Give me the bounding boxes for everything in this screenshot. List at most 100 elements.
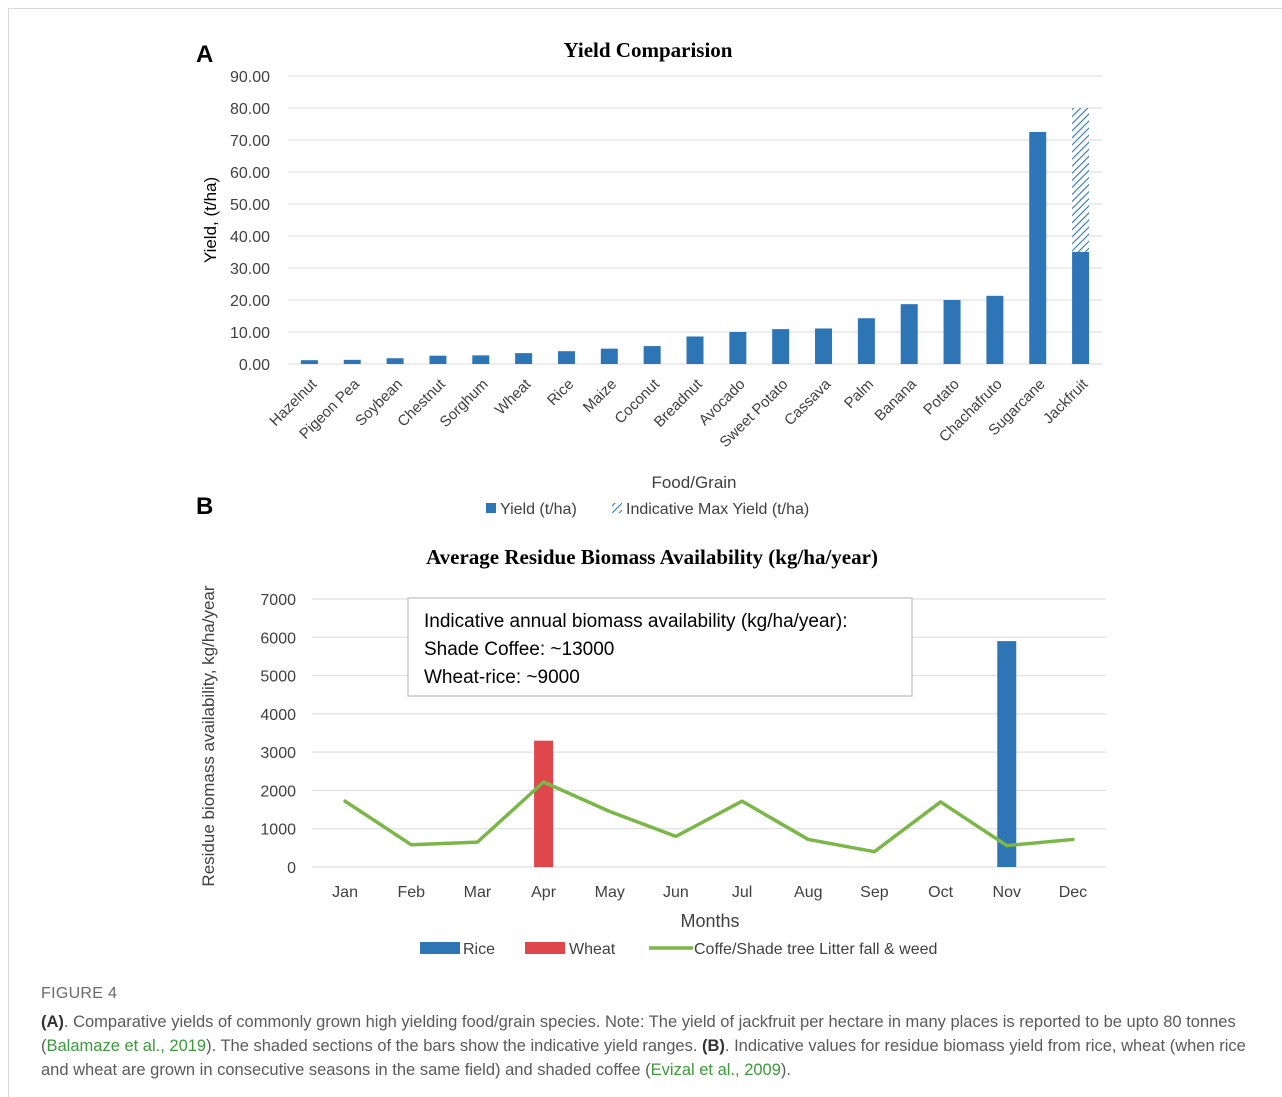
caption-text-2: ). The shaded sections of the bars show … <box>206 1037 703 1055</box>
chart-a-x-tick-label: Wheat <box>492 375 535 418</box>
chart-b-y-tick-label: 3000 <box>260 745 296 762</box>
chart-b-x-tick-label: Sep <box>860 884 889 901</box>
panel-a-letter: A <box>196 41 213 68</box>
chart-b-x-tick-label: Dec <box>1059 884 1087 901</box>
legend-label-rice: Rice <box>463 941 495 958</box>
chart-a-y-tick-label: 70.00 <box>230 133 270 150</box>
chart-a-y-tick-label: 0.00 <box>239 357 270 374</box>
chart-b-x-tick-label: Apr <box>531 884 557 901</box>
chart-a-bar-banana <box>900 304 918 364</box>
chart-a-bar-soybean <box>386 358 404 364</box>
chart-b-bar-rice-nov <box>997 641 1017 867</box>
chart-a-bar-breadnut <box>686 336 704 364</box>
legend-label-yield: Yield (t/ha) <box>500 501 577 518</box>
chart-b-x-tick-label: Nov <box>993 884 1021 901</box>
caption-text-1: . Comparative yields of commonly grown h… <box>41 1013 1236 1055</box>
caption-body: (A). Comparative yields of commonly grow… <box>41 1010 1266 1082</box>
chart-a-bar-max-jackfruit <box>1072 108 1090 252</box>
chart-b-y-ticks: 0 1000 2000 3000 4000 5000 6000 7000 <box>260 592 296 877</box>
chart-b-x-tick-label: Jun <box>663 884 689 901</box>
chart-a-y-ticks: 0.00 10.00 20.00 30.00 40.00 50.00 60.00 70.00 8… <box>230 69 270 374</box>
chart-a-x-tick-label: Palm <box>841 376 877 412</box>
chart-a-bar-cassava <box>815 328 833 364</box>
chart-b-x-tick-label: Feb <box>397 884 425 901</box>
chart-b-legend: Rice Wheat Coffe/Shade tree Litter fall … <box>420 941 937 958</box>
chart-a-bar-sweet-potato <box>772 329 790 364</box>
chart-a-y-axis-label: Yield, (t/ha) <box>201 177 220 263</box>
caption-part-b: (B) <box>702 1037 725 1055</box>
chart-a-bar-avocado <box>729 332 747 364</box>
chart-b-y-tick-label: 6000 <box>260 630 296 647</box>
annotation-line-3: Wheat-rice: ~9000 <box>424 667 580 688</box>
panel-b-combo-chart: B Average Residue Biomass Availability (… <box>196 493 1106 958</box>
chart-a-y-tick-label: 60.00 <box>230 165 270 182</box>
chart-a-title: Yield Comparision <box>564 38 733 62</box>
chart-b-y-tick-label: 0 <box>287 860 296 877</box>
frame-top-border <box>8 8 1282 9</box>
chart-a-x-tick-label: Breadnut <box>651 375 707 431</box>
chart-b-annotation-box: Indicative annual biomass availability (… <box>407 597 913 697</box>
chart-b-bars <box>534 641 1017 867</box>
chart-a-bar-sugarcane <box>1029 132 1047 364</box>
panel-a-bar-chart: A Yield Comparision 0.00 10.00 20.00 30.00 4… <box>196 38 1102 518</box>
chart-a-bar-wheat <box>515 353 533 364</box>
legend-swatch-yield <box>486 503 496 513</box>
chart-a-bar-sorghum <box>472 355 490 364</box>
legend-swatch-max-yield <box>612 503 622 513</box>
chart-a-x-tick-label: Jackfruit <box>1040 375 1092 427</box>
figure-label: FIGURE 4 <box>41 985 118 1002</box>
annotation-line-2: Shade Coffee: ~13000 <box>424 639 614 660</box>
chart-b-x-tick-label: May <box>595 884 625 901</box>
figure-4: A Yield Comparision 0.00 10.00 20.00 30.00 4… <box>196 38 1106 958</box>
chart-a-y-tick-label: 20.00 <box>230 293 270 310</box>
chart-b-y-tick-label: 2000 <box>260 783 296 800</box>
figure-caption: FIGURE 4 (A). Comparative yields of comm… <box>41 982 1266 1082</box>
chart-b-y-tick-label: 7000 <box>260 592 296 609</box>
chart-a-bar-coconut <box>643 346 661 364</box>
chart-a-y-tick-label: 10.00 <box>230 325 270 342</box>
legend-swatch-wheat <box>525 942 565 954</box>
chart-a-bar-rice <box>557 351 575 364</box>
frame-left-border <box>8 8 9 1097</box>
chart-a-x-axis-label: Food/Grain <box>651 473 736 492</box>
chart-b-line-series <box>343 780 1075 854</box>
chart-b-bar-wheat-apr <box>534 740 554 867</box>
chart-b-y-tick-label: 4000 <box>260 707 296 724</box>
legend-swatch-rice <box>420 942 460 954</box>
citation-link-balamaze[interactable]: Balamaze et al., 2019 <box>46 1037 207 1055</box>
chart-b-title: Average Residue Biomass Availability (kg… <box>426 545 878 569</box>
caption-text-4: ). <box>780 1061 791 1079</box>
chart-a-bar-chachafruto <box>986 295 1004 364</box>
legend-label-coffee: Coffe/Shade tree Litter fall & weed <box>694 941 937 958</box>
chart-b-x-tick-label: Jan <box>332 884 358 901</box>
chart-a-bars <box>300 108 1090 364</box>
chart-a-x-tick-label: Cassava <box>781 375 835 429</box>
caption-part-a: (A) <box>41 1013 64 1031</box>
chart-a-gridlines <box>288 75 1102 365</box>
citation-link-evizal[interactable]: Evizal et al., 2009 <box>650 1061 781 1079</box>
chart-a-x-tick-label: Maize <box>580 376 620 416</box>
panel-b-letter: B <box>196 493 213 520</box>
legend-label-max-yield: Indicative Max Yield (t/ha) <box>626 501 809 518</box>
chart-b-x-tick-label: Aug <box>794 884 822 901</box>
chart-a-bar-pigeon-pea <box>343 359 361 364</box>
chart-b-y-tick-label: 1000 <box>260 822 296 839</box>
chart-a-y-tick-label: 50.00 <box>230 197 270 214</box>
chart-a-bar-jackfruit <box>1072 252 1090 364</box>
chart-a-bar-maize <box>600 348 618 364</box>
chart-a-y-tick-label: 80.00 <box>230 101 270 118</box>
legend-label-wheat: Wheat <box>569 941 616 958</box>
chart-a-y-tick-label: 40.00 <box>230 229 270 246</box>
chart-b-litter-line <box>343 780 1075 854</box>
chart-a-bar-chestnut <box>429 355 447 364</box>
chart-b-x-axis-label: Months <box>680 911 739 931</box>
chart-a-x-tick-label: Rice <box>544 376 577 409</box>
chart-b-x-tick-label: Mar <box>464 884 492 901</box>
chart-a-bar-palm <box>857 318 875 364</box>
chart-b-y-axis-label: Residue biomass availability, kg/ha/year <box>199 585 218 886</box>
chart-b-y-tick-label: 5000 <box>260 669 296 686</box>
chart-b-x-tick-label: Oct <box>928 884 953 901</box>
chart-a-x-tick-label: Banana <box>871 375 920 424</box>
annotation-line-1: Indicative annual biomass availability (… <box>424 611 848 632</box>
